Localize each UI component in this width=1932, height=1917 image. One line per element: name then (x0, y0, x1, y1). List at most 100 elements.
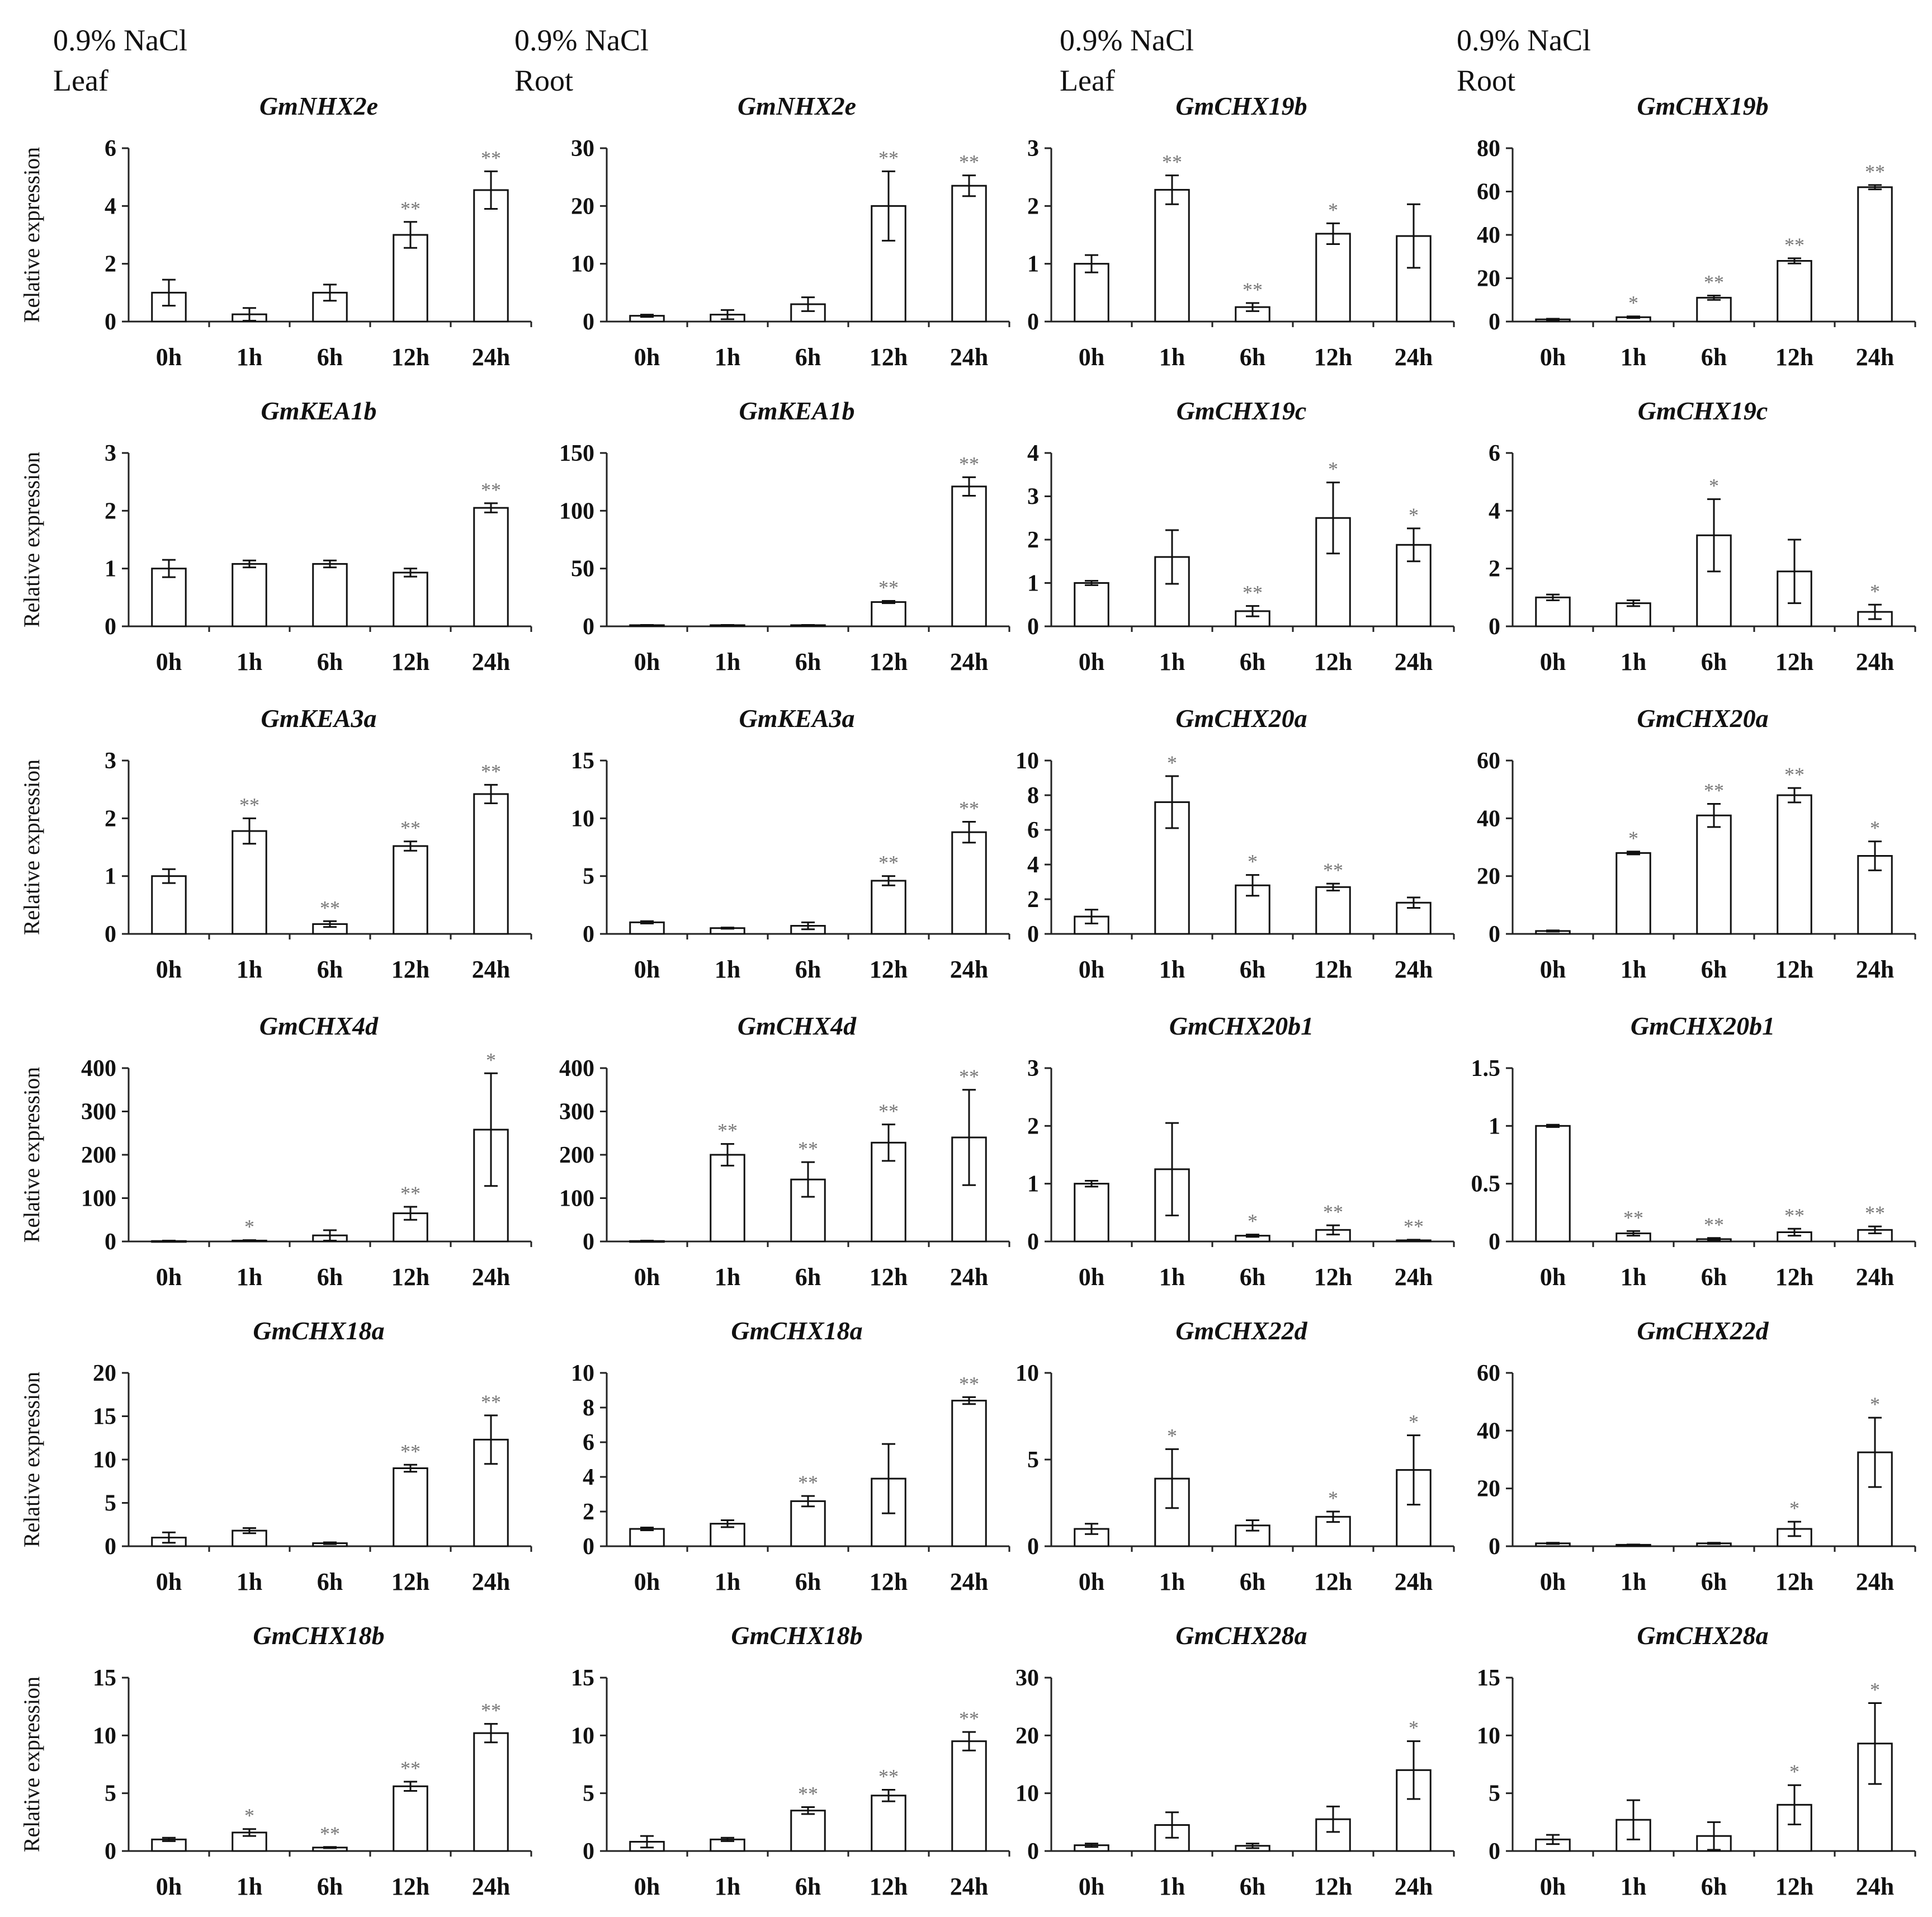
y-tick-label: 0 (105, 1229, 116, 1255)
significance-mark: * (1328, 458, 1338, 480)
y-tick-label: 300 (559, 1099, 594, 1125)
significance-mark: ** (1162, 151, 1182, 173)
chart-title: GmKEA1b (739, 396, 854, 425)
chart-title: GmCHX18b (731, 1621, 862, 1650)
chart-panel: GmCHX20a 0 2 4 6 8 10 0h * 1h * 6h ** 12h 24h (1015, 704, 1455, 983)
y-axis-label: Relative expression (19, 1677, 44, 1852)
chart-panel: GmCHX28a 0 10 20 30 0h 1h 6h 12h * 24h (1015, 1621, 1455, 1900)
bar (1615, 602, 1651, 627)
significance-mark: ** (1243, 582, 1263, 604)
x-tick-label: 24h (1395, 1568, 1433, 1595)
x-tick-label: 6h (1701, 343, 1727, 371)
x-tick-label: 6h (317, 648, 343, 676)
y-tick-label: 0 (1027, 922, 1039, 947)
y-tick-label: 20 (1015, 1723, 1039, 1749)
y-tick-label: 0 (105, 1534, 116, 1560)
x-tick-label: 6h (317, 1568, 343, 1595)
y-tick-label: 0 (583, 309, 594, 335)
y-tick-label: 20 (1477, 864, 1500, 890)
y-tick-label: 200 (559, 1142, 594, 1168)
x-tick-label: 1h (1159, 1568, 1185, 1595)
significance-mark: ** (1623, 1206, 1643, 1229)
x-tick-label: 1h (237, 1568, 262, 1595)
significance-mark: ** (481, 1391, 501, 1413)
y-tick-label: 2 (1027, 527, 1039, 553)
chart-panel: GmCHX19b 0 1 2 3 0h ** 1h ** 6h * 12h 24h (1027, 92, 1455, 371)
x-tick-label: 6h (1240, 648, 1265, 676)
chart-title: GmKEA1b (261, 396, 376, 425)
chart-title: GmCHX18b (253, 1621, 384, 1650)
y-tick-label: 4 (1027, 441, 1039, 466)
chart-title: GmCHX4d (259, 1012, 379, 1040)
significance-mark: ** (481, 1699, 501, 1722)
y-tick-label: 3 (1027, 1056, 1039, 1082)
y-tick-label: 0 (1027, 1839, 1039, 1864)
chart-panel: GmCHX18a Relative expression 0 5 10 15 20 0h 1h 6… (19, 1316, 532, 1595)
x-tick-label: 0h (1079, 1263, 1104, 1291)
bar (951, 485, 987, 627)
x-tick-label: 24h (1856, 343, 1894, 371)
bar (1154, 188, 1190, 323)
x-tick-label: 0h (156, 648, 182, 676)
x-tick-label: 0h (156, 1873, 182, 1900)
x-tick-label: 0h (1540, 956, 1566, 983)
x-tick-label: 12h (870, 1568, 908, 1595)
x-tick-label: 12h (1314, 343, 1352, 371)
x-tick-label: 6h (1240, 1568, 1265, 1595)
x-tick-label: 0h (634, 1568, 660, 1595)
x-tick-label: 12h (870, 1263, 908, 1291)
bar (151, 875, 187, 935)
tissue-label: Root (1457, 64, 1515, 97)
x-tick-label: 6h (1701, 956, 1727, 983)
bar (232, 563, 267, 627)
y-tick-label: 20 (571, 193, 594, 219)
significance-mark: ** (1704, 271, 1724, 294)
bar (710, 1154, 745, 1243)
significance-mark: ** (400, 1757, 421, 1779)
y-tick-label: 1 (105, 864, 116, 890)
x-tick-label: 12h (391, 1568, 429, 1595)
y-tick-label: 300 (81, 1099, 116, 1125)
significance-mark: ** (239, 794, 259, 816)
significance-mark: ** (481, 760, 501, 782)
significance-mark: * (244, 1216, 254, 1238)
y-tick-label: 50 (571, 556, 594, 582)
x-tick-label: 0h (156, 1568, 182, 1595)
x-tick-label: 6h (795, 1263, 821, 1291)
chart-title: GmCHX18a (731, 1316, 862, 1345)
x-tick-label: 1h (237, 956, 262, 983)
chart-title: GmCHX4d (738, 1012, 857, 1040)
x-tick-label: 24h (1395, 648, 1433, 676)
y-tick-label: 2 (1027, 1113, 1039, 1139)
y-tick-label: 1 (1489, 1113, 1500, 1139)
x-tick-label: 24h (950, 648, 988, 676)
bar (1777, 260, 1812, 323)
x-tick-label: 12h (391, 343, 429, 371)
y-tick-label: 100 (559, 498, 594, 524)
x-tick-label: 6h (317, 956, 343, 983)
y-tick-label: 10 (93, 1723, 116, 1749)
bar (629, 1528, 665, 1547)
significance-mark: * (1167, 752, 1177, 774)
x-tick-label: 1h (1621, 343, 1646, 371)
y-tick-label: 80 (1477, 136, 1500, 162)
x-tick-label: 12h (391, 956, 429, 983)
significance-mark: ** (400, 817, 421, 839)
chart-panel: GmCHX20a 0 20 40 60 0h * 1h ** 6h ** 12h * 24h (1477, 704, 1916, 983)
treatment-label: 0.9% NaCl (1457, 23, 1591, 57)
significance-mark: * (1709, 475, 1719, 497)
significance-mark: ** (400, 1182, 421, 1205)
y-tick-label: 0 (105, 922, 116, 947)
y-tick-label: 2 (105, 252, 116, 277)
significance-mark: * (1409, 504, 1419, 526)
chart-title: GmCHX19c (1177, 396, 1307, 425)
x-tick-label: 6h (317, 1263, 343, 1291)
x-tick-label: 1h (1621, 648, 1646, 676)
x-tick-label: 12h (870, 1873, 908, 1900)
x-tick-label: 0h (1540, 1873, 1566, 1900)
y-tick-label: 40 (1477, 223, 1500, 248)
x-tick-label: 6h (317, 343, 343, 371)
x-tick-label: 24h (472, 956, 510, 983)
chart-title: GmCHX20b1 (1631, 1012, 1775, 1040)
y-tick-label: 60 (1477, 1361, 1500, 1386)
